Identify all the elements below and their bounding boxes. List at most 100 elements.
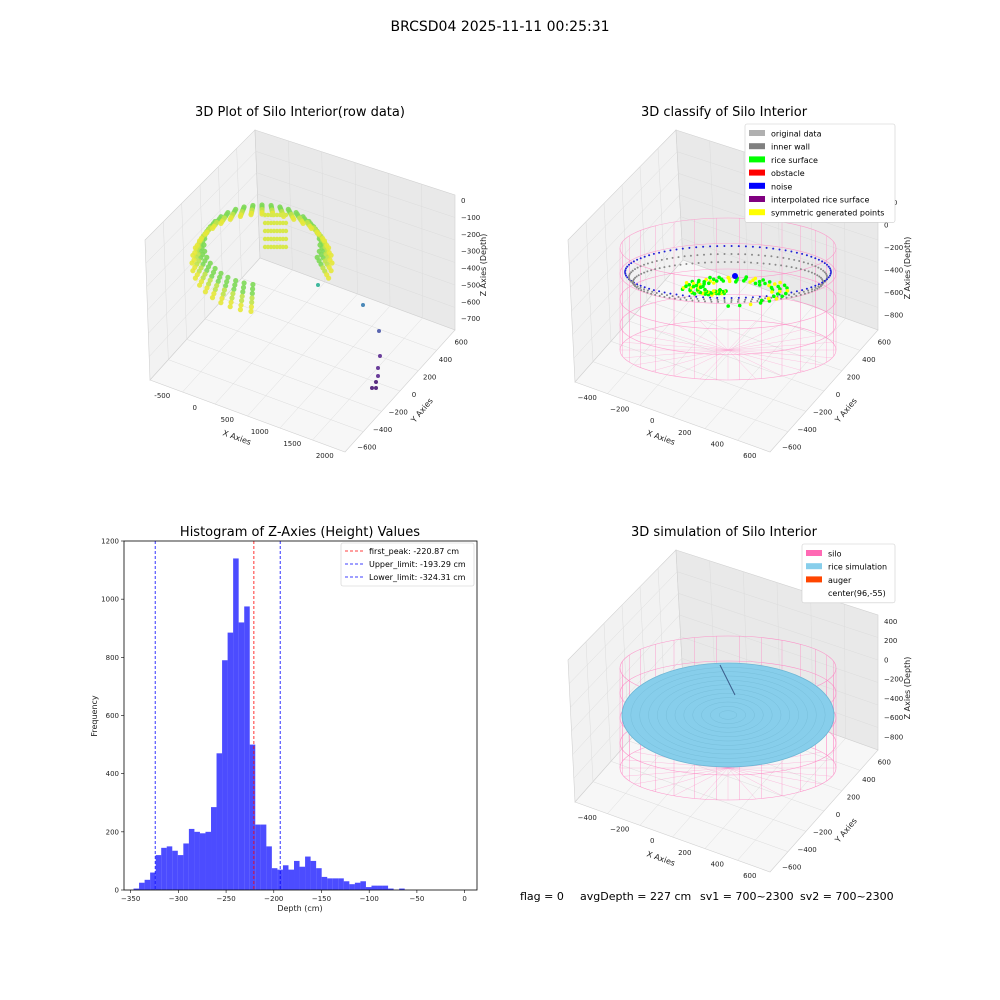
histogram-bar: [133, 888, 140, 890]
point: [660, 258, 663, 261]
point: [683, 296, 686, 299]
panel-sim-ylabel: Y Axies: [833, 816, 859, 845]
histogram-title: Histogram of Z-Axies (Height) Values: [180, 525, 420, 540]
point: [671, 256, 674, 259]
grid-line: [241, 278, 437, 351]
silo-spoke: [727, 767, 833, 777]
point: [237, 213, 243, 219]
point: [774, 297, 779, 301]
panel-classify-xlabel: X Axies: [645, 428, 676, 447]
legend-label: Upper_limit: -193.29 cm: [369, 560, 466, 569]
point: [651, 290, 654, 293]
histogram-bar: [382, 885, 389, 890]
point: [795, 267, 798, 270]
point: [639, 286, 642, 289]
point: [817, 283, 820, 286]
footer-avg-depth: avgDepth = 227 cm: [580, 890, 691, 903]
histogram-bar: [222, 660, 228, 890]
point: [770, 255, 773, 258]
point: [751, 298, 753, 301]
point: [654, 268, 657, 271]
point: [212, 265, 218, 272]
silo-spoke: [727, 349, 757, 380]
histogram-bar: [238, 622, 245, 890]
point: [826, 278, 828, 281]
point: [730, 299, 733, 301]
histogram-ticks: −350 −300 −250 −200 −150 −100 −50 0 0 200 400 600 80…: [101, 538, 467, 904]
legend-box: [340, 542, 475, 587]
y-tick-label: −600: [782, 443, 801, 451]
silo-spoke: [699, 349, 729, 380]
point: [782, 283, 787, 288]
point: [711, 289, 716, 293]
point: [799, 268, 802, 271]
point: [778, 280, 782, 285]
histogram-bars: [133, 558, 405, 891]
point: [639, 257, 642, 260]
point: [211, 291, 217, 297]
legend-swatch: [749, 169, 765, 176]
x-tick-label: 200: [678, 429, 691, 437]
point: [825, 274, 828, 277]
point: [250, 286, 256, 292]
point: [714, 279, 719, 283]
outlier-point: [374, 380, 378, 384]
point: [695, 246, 698, 249]
z-tick-label: −400: [884, 695, 903, 703]
point: [192, 245, 198, 251]
point: [629, 279, 631, 282]
point: [820, 268, 822, 271]
point: [810, 255, 813, 258]
point: [709, 298, 712, 301]
point: [283, 212, 289, 218]
silo-spoke: [727, 328, 805, 351]
panel-simulation: 3D simulation of Silo Interior −400 −200 0…: [567, 525, 912, 880]
x-tick-label: −350: [121, 895, 140, 903]
y-tick-label: −200: [389, 408, 408, 416]
silo-spoke: [673, 349, 729, 377]
panel-classify-ylabel: Y Axies: [833, 396, 859, 425]
panel-classify-legend: original data inner wall rice surface obsta…: [744, 123, 896, 223]
outlier-point: [374, 386, 378, 390]
point: [825, 272, 827, 275]
point: [225, 274, 231, 280]
histogram-bar: [327, 878, 333, 890]
point: [737, 296, 740, 299]
outlier-point: [370, 386, 374, 390]
point: [221, 287, 227, 293]
histogram-bar: [316, 868, 322, 890]
panel-sim-title: 3D simulation of Silo Interior: [631, 525, 818, 540]
point: [646, 291, 649, 294]
point: [283, 244, 289, 250]
point: [711, 277, 716, 282]
legend-label: inner wall: [771, 143, 810, 152]
point: [629, 272, 631, 275]
legend-label: original data: [771, 130, 822, 139]
point: [761, 278, 765, 282]
point: [704, 300, 706, 303]
point: [630, 271, 633, 274]
point: [321, 238, 327, 244]
point: [223, 283, 229, 289]
z-tick-label: −400: [461, 265, 480, 273]
point: [694, 283, 699, 288]
silo-spoke: [699, 320, 729, 351]
point: [829, 267, 831, 270]
point: [637, 274, 640, 277]
point: [767, 280, 772, 284]
point: [703, 253, 705, 256]
histogram-panel: Histogram of Z-Axies (Height) Values −35…: [90, 525, 478, 913]
point: [212, 286, 218, 293]
point: [829, 272, 832, 275]
point: [817, 266, 820, 269]
point: [696, 254, 699, 257]
point: [630, 280, 633, 283]
point: [762, 262, 765, 265]
y-tick-label: 0: [836, 391, 840, 399]
point: [822, 269, 825, 272]
z-tick-label: 0: [884, 656, 888, 664]
histogram-bar: [305, 856, 311, 890]
rice-mesh: [701, 701, 755, 729]
point: [823, 262, 826, 265]
rice-mesh: [674, 688, 782, 742]
